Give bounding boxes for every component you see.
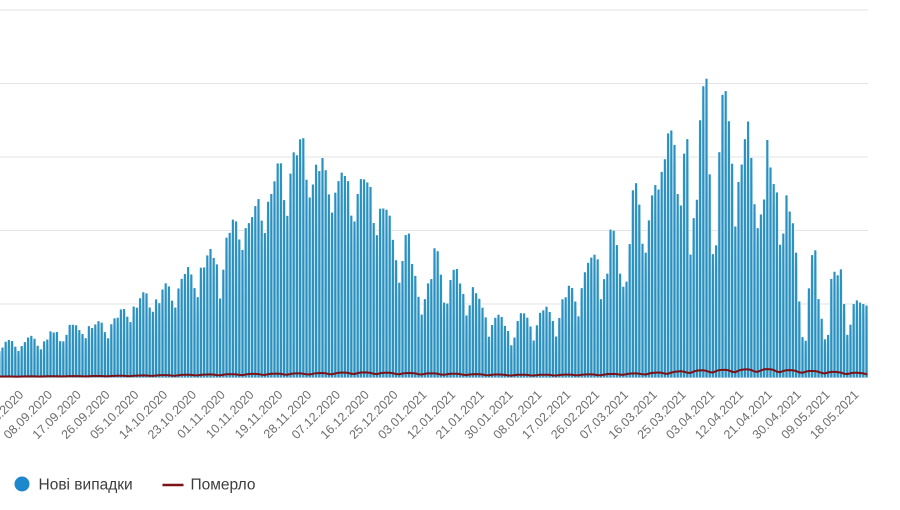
svg-text:Нові випадки: Нові випадки — [39, 477, 133, 494]
svg-text:Померло: Померло — [191, 477, 256, 494]
